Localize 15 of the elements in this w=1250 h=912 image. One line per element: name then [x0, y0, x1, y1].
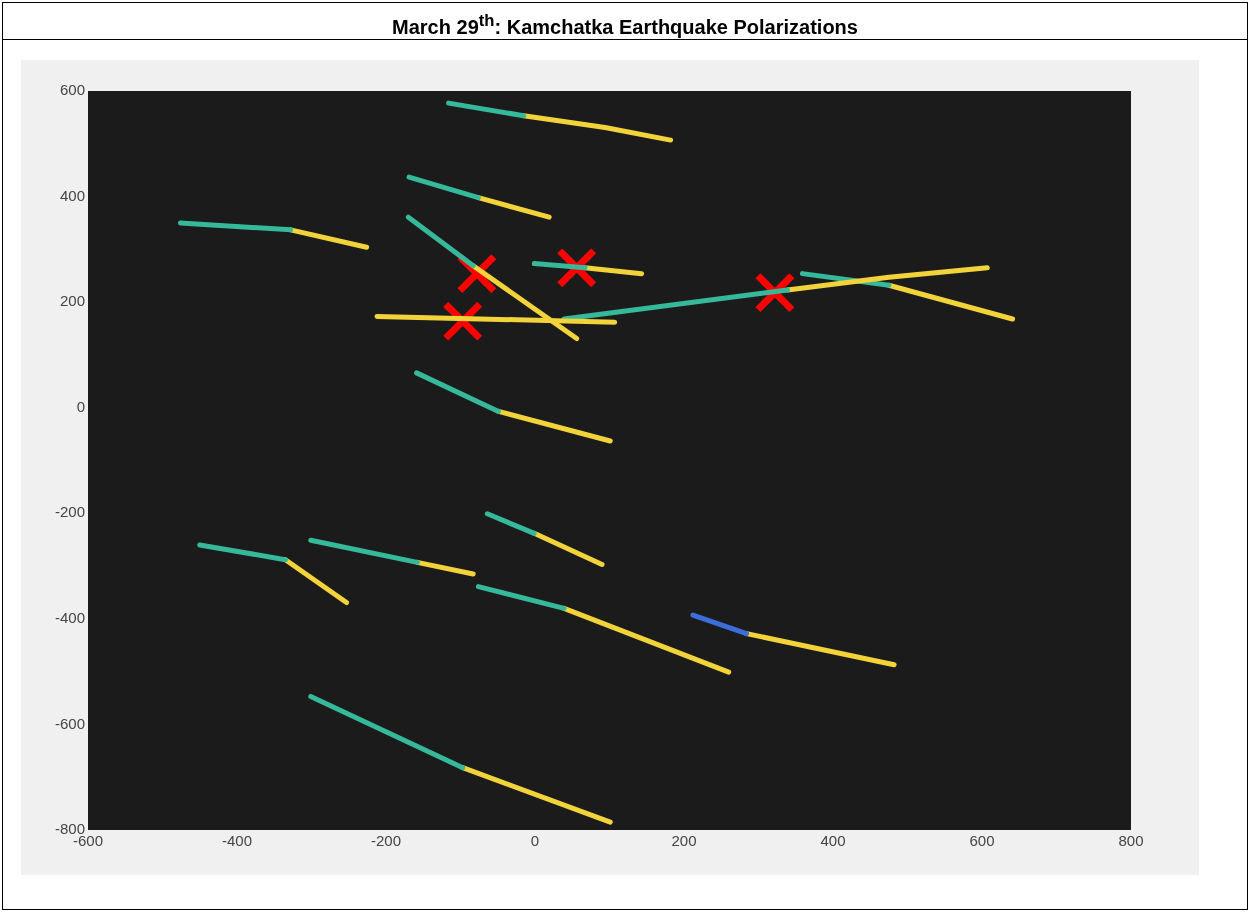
- x-tick-label: 0: [530, 832, 540, 850]
- y-tick-label: -400: [54, 609, 85, 626]
- y-tick-label: 400: [59, 186, 85, 204]
- x-tick-label: -200: [370, 832, 402, 850]
- x-tick-label: 200: [671, 832, 697, 850]
- y-tick-label: -600: [54, 714, 85, 732]
- x-tick-label: 800: [1118, 832, 1144, 850]
- x-tick-label: 600: [969, 832, 995, 850]
- y-tick-label: 600: [59, 81, 85, 99]
- chart-title: March 29$^{th}$: Kamchatka Earthquake Polarizations: [3, 3, 1247, 40]
- y-tick-label: -200: [54, 503, 85, 521]
- y-tick-label: 200: [59, 292, 85, 310]
- x-tick-label: 400: [820, 832, 846, 850]
- y-tick-label: 0: [76, 397, 85, 415]
- x-tick-label: -400: [221, 832, 253, 850]
